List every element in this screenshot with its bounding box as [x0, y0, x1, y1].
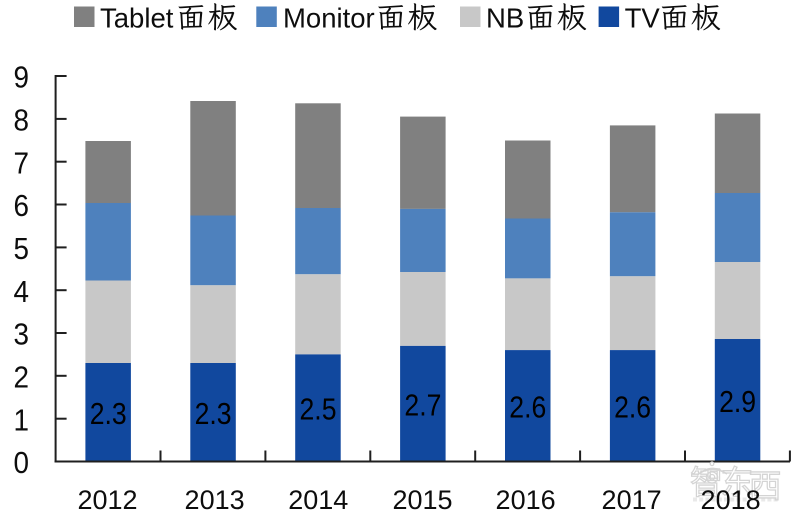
svg-text:7: 7 — [14, 145, 30, 180]
svg-text:1: 1 — [14, 402, 30, 437]
svg-text:2.3: 2.3 — [195, 396, 232, 431]
svg-text:2.3: 2.3 — [90, 396, 127, 431]
svg-text:2.6: 2.6 — [509, 390, 546, 425]
svg-text:4: 4 — [14, 274, 30, 309]
svg-text:2018: 2018 — [701, 485, 761, 515]
svg-text:TV: TV — [625, 3, 661, 34]
svg-text:3: 3 — [14, 317, 30, 352]
svg-text:2013: 2013 — [185, 485, 245, 515]
svg-text:NB: NB — [486, 3, 524, 34]
svg-text:2012: 2012 — [77, 485, 137, 515]
svg-text:2016: 2016 — [496, 485, 556, 515]
svg-text:2017: 2017 — [602, 485, 662, 515]
svg-text:2: 2 — [14, 360, 30, 395]
svg-text:2014: 2014 — [288, 485, 348, 515]
svg-text:9: 9 — [14, 60, 30, 95]
svg-text:2015: 2015 — [392, 485, 452, 515]
svg-text:8: 8 — [14, 103, 30, 138]
svg-text:Tablet: Tablet — [100, 3, 174, 34]
svg-text:Monitor: Monitor — [283, 3, 375, 34]
svg-text:0: 0 — [14, 445, 30, 480]
svg-text:2.6: 2.6 — [614, 390, 651, 425]
svg-text:6: 6 — [14, 188, 30, 223]
svg-text:5: 5 — [14, 231, 30, 266]
svg-text:2.9: 2.9 — [719, 384, 756, 419]
svg-text:2.7: 2.7 — [404, 387, 441, 422]
svg-text:2.5: 2.5 — [300, 392, 337, 427]
